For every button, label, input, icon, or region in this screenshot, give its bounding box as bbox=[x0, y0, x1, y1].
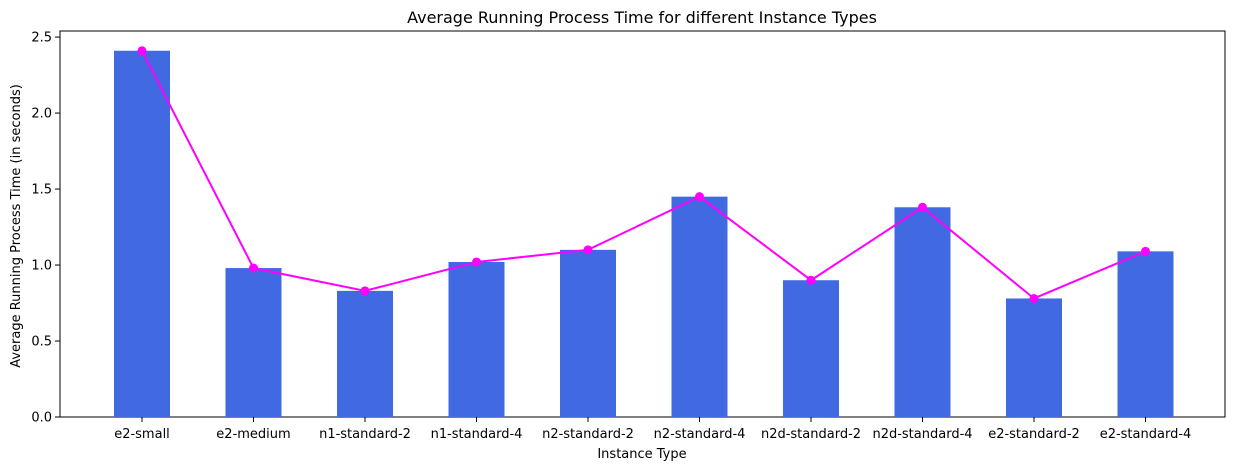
x-tick-label: n1-standard-2 bbox=[319, 427, 411, 442]
bar-e2-medium bbox=[225, 268, 282, 417]
point-n1-standard-2 bbox=[360, 286, 370, 296]
bar-n2-standard-4 bbox=[671, 196, 728, 417]
bar-n1-standard-2 bbox=[337, 290, 393, 417]
point-n2d-standard-2 bbox=[806, 275, 816, 285]
bar-n2d-standard-4 bbox=[894, 207, 951, 417]
x-axis-label: Instance Type bbox=[597, 447, 686, 462]
y-axis-label: Average Running Process Time (in seconds… bbox=[9, 84, 24, 368]
y-tick-label: 2.0 bbox=[31, 107, 52, 122]
point-e2-small bbox=[137, 46, 147, 56]
bar-e2-standard-4 bbox=[1117, 251, 1174, 417]
x-tick-label: e2-medium bbox=[216, 427, 290, 442]
point-e2-medium bbox=[249, 263, 258, 273]
point-n2d-standard-4 bbox=[918, 202, 927, 212]
point-e2-standard-4 bbox=[1141, 246, 1150, 256]
chart-title: Average Running Process Time for differe… bbox=[407, 8, 877, 27]
bar-n1-standard-4 bbox=[448, 261, 505, 417]
y-tick-label: 0.5 bbox=[31, 335, 52, 350]
x-tick-label: n2-standard-2 bbox=[542, 427, 634, 442]
y-tick-label: 0.0 bbox=[31, 411, 52, 426]
bar-n2-standard-2 bbox=[560, 249, 616, 417]
x-tick-label: e2-small bbox=[114, 427, 170, 442]
bar-e2-small bbox=[114, 50, 170, 417]
bar-e2-standard-2 bbox=[1006, 298, 1062, 417]
series-line bbox=[141, 50, 1146, 300]
x-tick-label: n2d-standard-2 bbox=[761, 427, 861, 442]
point-e2-standard-2 bbox=[1029, 293, 1039, 303]
point-n2-standard-2 bbox=[583, 245, 593, 255]
y-tick-label: 1.0 bbox=[31, 259, 52, 274]
x-tick-label: n2d-standard-4 bbox=[872, 427, 972, 442]
x-axis: e2-small e2-medium n1-standard-2 n1-standar… bbox=[114, 417, 1191, 442]
line-overlay bbox=[137, 46, 1150, 303]
x-tick-label: n1-standard-4 bbox=[431, 427, 523, 442]
x-tick-label: n2-standard-4 bbox=[654, 427, 746, 442]
x-tick-label: e2-standard-4 bbox=[1100, 427, 1192, 442]
y-tick-label: 1.5 bbox=[31, 183, 52, 198]
point-n1-standard-4 bbox=[472, 257, 481, 267]
point-n2-standard-4 bbox=[695, 192, 704, 202]
y-axis: 0.0 0.5 1.0 1.5 2.0 2.5 bbox=[31, 31, 60, 426]
bar-n2d-standard-2 bbox=[783, 280, 839, 417]
axes-frame bbox=[59, 30, 1226, 418]
bars bbox=[114, 50, 1174, 417]
y-tick-label: 2.5 bbox=[31, 31, 52, 46]
x-tick-label: e2-standard-2 bbox=[988, 427, 1080, 442]
plot-area bbox=[59, 30, 1226, 418]
